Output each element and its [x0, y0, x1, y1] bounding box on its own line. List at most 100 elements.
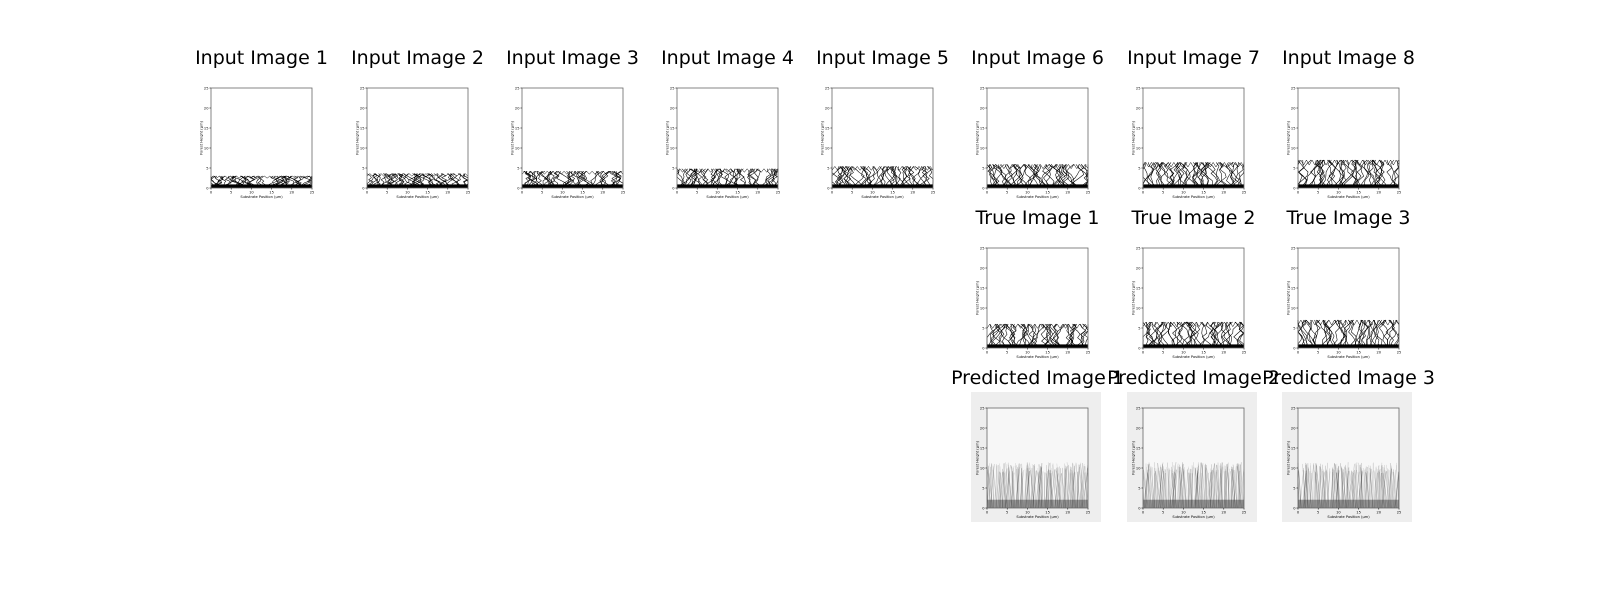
panel-pred-2: Predicted Image 2 0 5 10 15 20 25 0 5 10 15 20 25 Sub… — [1107, 367, 1280, 522]
forest-line — [1347, 473, 1351, 509]
forest-line — [1159, 464, 1163, 509]
forest-line — [1368, 159, 1375, 189]
forest-line — [1365, 467, 1368, 509]
plot-area — [987, 408, 1088, 508]
y-tick-label: 5 — [362, 166, 364, 170]
forest-line — [1160, 467, 1165, 509]
forest-line — [1384, 464, 1386, 509]
panel-title: True Image 2 — [1130, 207, 1255, 229]
forest-line — [1377, 468, 1381, 509]
forest-line — [1082, 472, 1088, 509]
forest-line — [1336, 467, 1342, 509]
forest-line — [1303, 464, 1308, 509]
forest-line — [1070, 466, 1072, 509]
forest-line — [1345, 470, 1349, 509]
forest-line — [1208, 472, 1211, 509]
forest-line — [1067, 464, 1069, 509]
forest-line — [1160, 471, 1165, 509]
x-tick-label: 5 — [1162, 511, 1164, 515]
forest-line — [1078, 464, 1085, 509]
forest-line — [995, 164, 1006, 189]
forest-line — [1316, 467, 1321, 509]
forest-line — [1080, 466, 1085, 509]
forest-line — [992, 464, 998, 509]
x-tick-label: 20 — [1066, 351, 1071, 355]
forest-line — [1337, 319, 1347, 349]
forest-line — [1382, 472, 1388, 509]
plot-area — [1298, 408, 1399, 508]
forest-line — [1049, 473, 1052, 509]
forest-line — [1344, 467, 1350, 509]
forest-line — [1206, 464, 1212, 509]
forest-line — [1376, 319, 1386, 349]
forest-line — [1392, 465, 1398, 509]
x-tick-label: 0 — [366, 191, 369, 195]
forest-line — [1357, 319, 1365, 349]
forest-line — [1026, 467, 1031, 509]
x-axis-label: Substrate Position (µm) — [1327, 515, 1370, 519]
forest-line — [1026, 463, 1029, 509]
forest-line — [989, 463, 995, 509]
forest-line — [1341, 469, 1344, 509]
forest-canopy-line — [1297, 319, 1400, 326]
forest-line — [1080, 462, 1083, 509]
forest-line — [1169, 321, 1186, 349]
forest-line — [1336, 466, 1340, 509]
y-tick-label: 15 — [980, 446, 985, 450]
panel-title: Input Image 7 — [1127, 47, 1260, 69]
forest-line — [998, 472, 1003, 509]
y-tick-label: 20 — [980, 106, 985, 110]
forest-line — [1030, 467, 1033, 509]
forest-line — [1209, 463, 1215, 509]
forest-line — [1041, 323, 1052, 349]
x-axis-label: Substrate Position (µm) — [551, 195, 594, 199]
axes-frame — [986, 407, 1089, 509]
x-tick-label: 0 — [986, 511, 989, 515]
forest-line — [1237, 162, 1245, 189]
forest-line — [1363, 468, 1366, 509]
forest-line — [1387, 319, 1395, 349]
y-tick-label: 0 — [1293, 346, 1296, 350]
forest-line — [988, 164, 1005, 189]
forest-base — [987, 184, 1088, 188]
forest-line — [1347, 471, 1354, 509]
forest-line — [1372, 159, 1387, 189]
forest-line — [1006, 472, 1010, 509]
forest-line — [919, 166, 928, 189]
forest-line — [1044, 463, 1050, 509]
y-tick-label: 20 — [825, 106, 830, 110]
forest-line — [1175, 162, 1188, 189]
forest-base — [832, 184, 933, 188]
panel-input-4: Input Image 4 0 5 10 15 20 25 0 5 10 15 20 25 Substra… — [661, 47, 794, 199]
forest-line — [1045, 471, 1049, 509]
forest-line — [1310, 463, 1313, 509]
y-tick-label: 10 — [1291, 146, 1296, 150]
panel-title: Input Image 4 — [661, 47, 794, 69]
forest-line — [994, 465, 998, 509]
forest-line — [1308, 472, 1311, 509]
y-tick-label: 0 — [982, 506, 985, 510]
forest-line — [842, 166, 852, 189]
forest-line — [1165, 473, 1167, 509]
forest-line — [1058, 467, 1063, 509]
forest-line — [1302, 472, 1307, 509]
forest-line — [1205, 470, 1210, 509]
forest-line — [1336, 469, 1339, 509]
forest-line — [1047, 469, 1051, 509]
forest-line — [1005, 465, 1011, 509]
forest-line — [1011, 164, 1030, 189]
y-tick-label: 15 — [980, 286, 985, 290]
forest-line — [1064, 468, 1066, 509]
panel-input-2: Input Image 2 0 5 10 15 20 25 0 5 10 15 20 25 Substra… — [351, 47, 484, 199]
y-tick-label: 0 — [517, 186, 520, 190]
forest-line — [992, 164, 1008, 189]
forest-line — [1178, 470, 1184, 509]
forest-line — [1303, 467, 1309, 509]
forest-line — [864, 166, 873, 189]
forest-line — [1037, 466, 1043, 509]
forest-line — [1218, 321, 1232, 349]
x-tick-label: 15 — [890, 191, 895, 195]
forest-line — [1048, 323, 1061, 349]
forest-line — [1225, 464, 1227, 509]
forest-line — [1032, 323, 1038, 349]
